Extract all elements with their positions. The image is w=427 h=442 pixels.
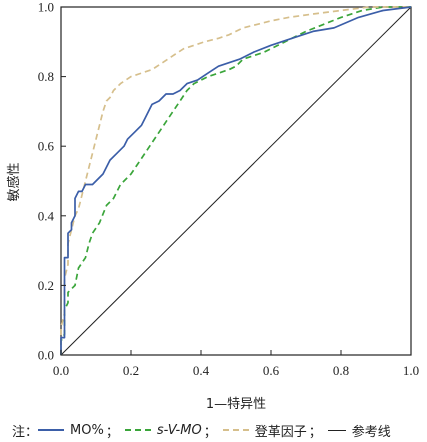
x-tick-label: 1.0 xyxy=(403,363,419,378)
legend: 注： MO% ； s-V-MO ； 登革因子 ； 参考线 xyxy=(12,420,393,440)
legend-swatch-dengue xyxy=(222,429,249,431)
legend-prefix: 注： xyxy=(12,424,39,440)
roc-chart: 0.0 0.2 0.4 0.6 0.8 1.0 0.0 0.2 0.4 0.6 0.8 1.0 1—特… xyxy=(6,0,419,412)
series-line-s-v-mo xyxy=(60,6,411,355)
legend-swatch-reference xyxy=(327,429,346,431)
legend-label-reference: 参考线 xyxy=(351,424,391,440)
legend-label-dengue: 登革因子 xyxy=(254,424,307,440)
legend-item-mo: MO% xyxy=(38,423,106,438)
legend-separator: ； xyxy=(105,424,119,440)
x-axis-title: 1—特异性 xyxy=(206,397,266,412)
legend-item-svmo: s-V-MO xyxy=(124,422,204,438)
x-tick-label: 0.2 xyxy=(123,363,139,378)
series-line-reference xyxy=(60,6,412,356)
series-line-dengue-factor xyxy=(60,6,411,355)
series-line-mo xyxy=(60,6,412,355)
plot-area xyxy=(60,6,412,356)
y-tick-label: 0.0 xyxy=(38,348,54,363)
y-tick-label: 0.6 xyxy=(38,139,55,154)
legend-separator: ； xyxy=(308,424,322,440)
legend-swatch-mo xyxy=(38,429,65,431)
ticks-layer: 0.0 0.2 0.4 0.6 0.8 1.0 0.0 0.2 0.4 0.6 0.8 1.0 xyxy=(38,0,419,378)
y-tick-label: 0.8 xyxy=(38,69,54,84)
x-tick-label: 0.8 xyxy=(333,363,349,378)
legend-label-svmo: s-V-MO xyxy=(156,422,202,438)
y-tick-label: 0.4 xyxy=(38,208,55,223)
x-tick-label: 0.0 xyxy=(53,363,69,378)
legend-item-reference: 参考线 xyxy=(327,421,393,440)
legend-swatch-svmo xyxy=(124,429,151,431)
legend-item-dengue: 登革因子 xyxy=(222,421,309,440)
legend-separator: ； xyxy=(203,424,217,440)
legend-label-mo: MO% xyxy=(70,422,104,438)
x-tick-label: 0.6 xyxy=(263,363,280,378)
y-tick-label: 0.2 xyxy=(38,278,54,293)
y-axis-title: 敏感性 xyxy=(6,162,22,201)
series-layer xyxy=(60,6,412,356)
y-tick-label: 1.0 xyxy=(38,0,54,15)
plot-frame xyxy=(60,6,412,356)
x-tick-label: 0.4 xyxy=(193,363,210,378)
